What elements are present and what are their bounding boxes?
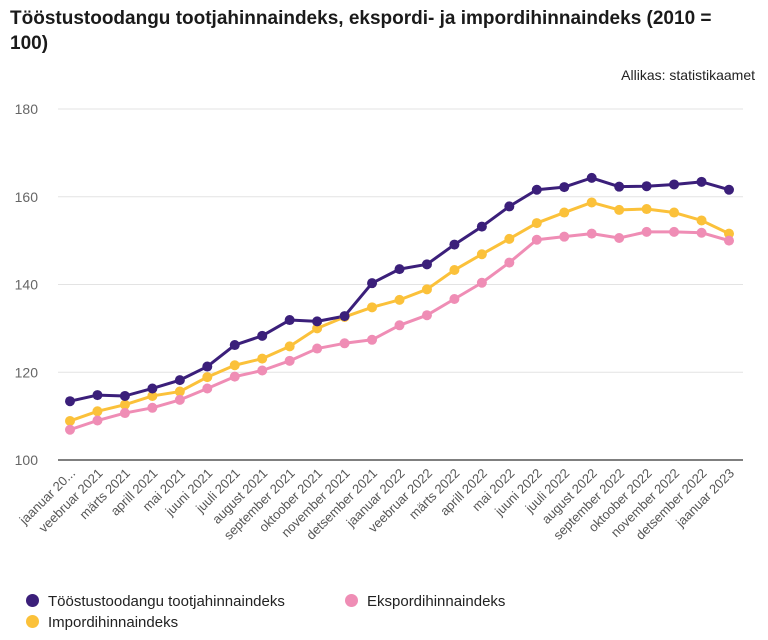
- data-point[interactable]: [394, 320, 405, 331]
- data-point[interactable]: [119, 408, 130, 419]
- data-point[interactable]: [421, 284, 432, 295]
- chart-title: Tööstustoodangu tootjahinnaindeks, ekspo…: [10, 8, 712, 54]
- data-point[interactable]: [174, 394, 185, 405]
- legend-item-producer[interactable]: Tööstustoodangu tootjahinnaindeks: [26, 593, 285, 610]
- legend-label: Impordihinnaindeks: [48, 614, 179, 631]
- data-point[interactable]: [147, 402, 158, 413]
- data-point[interactable]: [696, 176, 707, 187]
- legend-item-import[interactable]: Impordihinnaindeks: [26, 614, 178, 631]
- data-point[interactable]: [312, 323, 323, 334]
- data-point[interactable]: [696, 227, 707, 238]
- series-line-0: [69, 176, 730, 403]
- data-point[interactable]: [641, 204, 652, 215]
- data-point[interactable]: [367, 334, 378, 345]
- data-point[interactable]: [229, 360, 240, 371]
- data-point[interactable]: [284, 355, 295, 366]
- y-tick-label: 180: [15, 101, 39, 117]
- data-point[interactable]: [147, 390, 158, 401]
- data-point[interactable]: [449, 265, 460, 276]
- data-point[interactable]: [531, 184, 542, 195]
- data-point[interactable]: [614, 204, 625, 215]
- data-point[interactable]: [559, 207, 570, 218]
- data-point[interactable]: [174, 386, 185, 397]
- data-point[interactable]: [531, 218, 542, 229]
- data-point[interactable]: [614, 181, 625, 192]
- data-point[interactable]: [202, 361, 213, 372]
- data-point[interactable]: [641, 181, 652, 192]
- y-axis-ticks: 100 120 140 160 180: [15, 101, 39, 468]
- data-point[interactable]: [669, 179, 680, 190]
- data-point[interactable]: [65, 396, 75, 407]
- data-point[interactable]: [641, 226, 652, 237]
- data-point[interactable]: [586, 197, 597, 208]
- data-point[interactable]: [504, 257, 515, 268]
- data-point[interactable]: [586, 172, 597, 183]
- data-point[interactable]: [202, 383, 213, 394]
- data-point[interactable]: [284, 315, 295, 326]
- series-points: [65, 172, 734, 435]
- legend-label: Tööstustoodangu tootjahinnaindeks: [48, 593, 285, 610]
- y-tick-label: 120: [15, 364, 39, 380]
- data-point[interactable]: [367, 302, 378, 313]
- data-point[interactable]: [476, 277, 487, 288]
- data-point[interactable]: [229, 340, 240, 351]
- legend-dot-icon: [345, 594, 358, 607]
- data-point[interactable]: [394, 264, 405, 275]
- data-point[interactable]: [669, 207, 680, 218]
- data-point[interactable]: [312, 343, 323, 354]
- data-point[interactable]: [92, 406, 103, 417]
- y-tick-label: 160: [15, 189, 39, 205]
- data-point[interactable]: [394, 294, 405, 305]
- data-point[interactable]: [147, 383, 158, 394]
- data-point[interactable]: [119, 390, 130, 401]
- data-point[interactable]: [229, 371, 240, 382]
- series-line-1: [69, 230, 730, 432]
- data-point[interactable]: [92, 415, 103, 426]
- y-tick-label: 140: [15, 277, 39, 293]
- data-point[interactable]: [559, 182, 570, 193]
- y-tick-label: 100: [15, 452, 39, 468]
- data-point[interactable]: [449, 293, 460, 304]
- data-point[interactable]: [476, 249, 487, 260]
- data-point[interactable]: [531, 234, 542, 245]
- data-point[interactable]: [312, 316, 323, 327]
- data-point[interactable]: [257, 365, 268, 376]
- data-point[interactable]: [339, 338, 350, 349]
- data-point[interactable]: [476, 221, 487, 232]
- data-point[interactable]: [119, 399, 130, 410]
- data-point[interactable]: [284, 341, 295, 352]
- data-point[interactable]: [421, 259, 432, 270]
- data-point[interactable]: [449, 239, 460, 250]
- data-point[interactable]: [669, 226, 680, 237]
- data-point[interactable]: [504, 233, 515, 244]
- data-point[interactable]: [174, 375, 185, 386]
- data-point[interactable]: [504, 201, 515, 212]
- data-point[interactable]: [614, 232, 625, 243]
- data-point[interactable]: [559, 231, 570, 242]
- legend-dot-icon: [26, 594, 39, 607]
- legend-item-export[interactable]: Ekspordihinnaindeks: [345, 593, 505, 610]
- data-point[interactable]: [65, 415, 75, 426]
- source-note: Allikas: statistikaamet: [621, 67, 755, 83]
- data-point[interactable]: [724, 235, 734, 246]
- data-point[interactable]: [367, 278, 378, 289]
- data-point[interactable]: [586, 228, 597, 239]
- data-point[interactable]: [257, 330, 268, 341]
- data-point[interactable]: [421, 310, 432, 321]
- data-point[interactable]: [724, 184, 734, 195]
- grid-lines: [58, 108, 743, 461]
- legend-dot-icon: [26, 615, 39, 628]
- data-point[interactable]: [724, 228, 734, 239]
- data-point[interactable]: [92, 390, 103, 401]
- data-point[interactable]: [696, 215, 707, 226]
- data-point[interactable]: [257, 353, 268, 364]
- legend-label: Ekspordihinnaindeks: [367, 593, 506, 610]
- data-point[interactable]: [202, 372, 213, 383]
- data-point[interactable]: [65, 424, 75, 435]
- data-point[interactable]: [339, 311, 350, 322]
